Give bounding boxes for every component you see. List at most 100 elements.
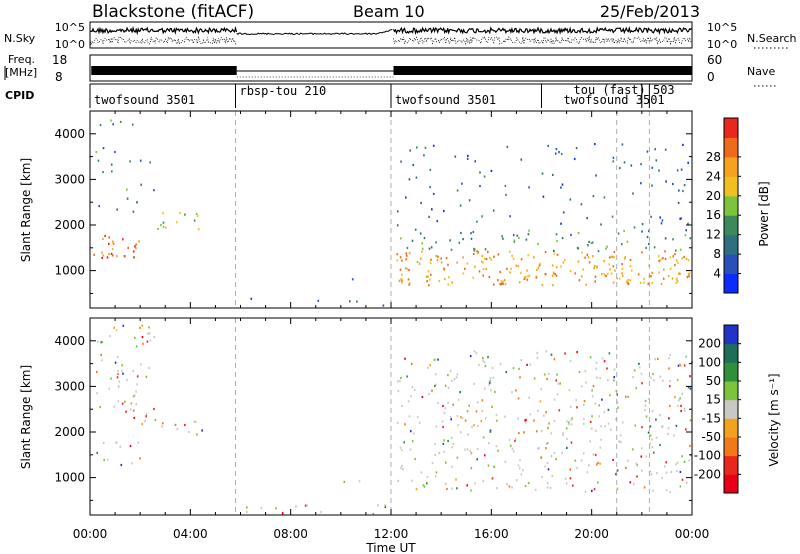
power-echo-cell — [539, 262, 541, 265]
vel-echo-cell — [653, 451, 655, 454]
freq-tick-bottom: 8 — [55, 70, 63, 84]
vel-echo-cell — [443, 439, 445, 442]
vel-echo-cell — [640, 469, 643, 472]
vel-echo-cell — [650, 376, 652, 379]
power-echo-cell — [561, 183, 564, 186]
vel-echo-cell — [615, 418, 617, 421]
vel-echo-cell — [571, 417, 573, 420]
power-echo-cell — [651, 184, 653, 187]
power-echo-cell — [430, 258, 432, 261]
vel-echo-cell — [306, 504, 308, 507]
power-echo-cell — [478, 270, 481, 273]
vel-echo-cell — [689, 375, 691, 378]
power-echo-cell — [124, 255, 126, 258]
vel-echo-cell — [621, 421, 624, 424]
power-echo-cell — [551, 274, 554, 277]
vel-echo-cell — [556, 393, 559, 396]
vel-echo-cell — [627, 395, 629, 398]
power-echo-cell — [618, 277, 621, 280]
power-echo-cell — [499, 283, 501, 286]
vel-ytick-label: 1000 — [54, 471, 85, 485]
power-echo-cell — [536, 268, 538, 271]
vel-echo-cell — [496, 419, 498, 422]
power-echo-cell — [667, 275, 670, 278]
vel-echo-cell — [596, 376, 598, 379]
power-echo-cell — [415, 176, 418, 179]
vel-echo-cell — [449, 415, 452, 419]
nsearch-tick-bottom: 10^0 — [707, 38, 737, 51]
vel-echo-cell — [570, 418, 572, 421]
vel-echo-cell — [564, 477, 567, 480]
power-echo-cell — [418, 262, 421, 265]
power-echo-cell — [116, 255, 118, 258]
vel-echo-cell — [524, 419, 526, 422]
power-echo-cell — [412, 163, 415, 166]
power-echo-cell — [127, 246, 129, 249]
vel-echo-cell — [651, 446, 654, 449]
power-echo-cell — [409, 282, 411, 285]
power-echo-cell — [561, 237, 564, 240]
power-echo-cell — [555, 148, 558, 151]
vel-echo-cell — [129, 444, 132, 448]
power-echo-cell — [664, 250, 666, 253]
vel-echo-cell — [604, 425, 606, 428]
power-echo-cell — [512, 234, 515, 237]
cpid-mode-label: twofsound 3501 — [94, 93, 195, 107]
vel-echo-cell — [598, 404, 600, 407]
power-panel: Slant Range [km] 1000 2000 3000 4000 4 8 12 16… — [19, 110, 771, 309]
vel-echo-cell — [581, 385, 583, 388]
power-echo-cell — [116, 208, 118, 211]
xtick-label: 00:00 — [73, 527, 108, 541]
power-echo-cell — [653, 246, 656, 249]
vel-echo-cell — [520, 473, 523, 476]
power-echo-cell — [428, 247, 431, 250]
vel-echo-cell — [410, 395, 412, 398]
vel-echo-cell — [174, 423, 177, 426]
vel-echo-cell — [487, 356, 489, 359]
power-echo-cell — [497, 279, 499, 282]
power-echo-cell — [646, 235, 649, 239]
power-echo-cell — [669, 256, 671, 259]
vel-echo-cell — [679, 397, 681, 400]
nave-tick-bottom: 0 — [707, 70, 715, 84]
vel-echo-cell — [145, 375, 148, 378]
power-echo-cell — [102, 237, 104, 241]
vel-echo-cell — [645, 455, 648, 458]
vel-echo-cell — [495, 413, 498, 417]
power-ylabel: Slant Range [km] — [19, 158, 33, 262]
vel-echo-cell — [453, 378, 456, 381]
power-echo-cell — [165, 226, 167, 229]
vel-echo-cell — [404, 423, 406, 426]
vel-echo-cell — [540, 388, 543, 391]
vel-echo-cell — [442, 425, 444, 429]
power-echo-cell — [459, 204, 462, 207]
power-echo-cell — [621, 263, 623, 266]
power-echo-cell — [408, 251, 411, 255]
power-echo-cell — [527, 275, 529, 278]
vel-echo-cell — [444, 482, 447, 485]
power-echo-cell — [687, 259, 690, 262]
vel-echo-cell — [456, 456, 459, 459]
power-echo-cell — [594, 275, 597, 278]
vel-echo-cell — [384, 505, 387, 509]
vel-echo-cell — [426, 482, 428, 485]
power-echo-cell — [470, 237, 473, 240]
vel-echo-cell — [512, 367, 515, 370]
vel-echo-cell — [589, 420, 592, 423]
vel-echo-cell — [100, 353, 102, 356]
vel-echo-cell — [555, 379, 557, 382]
vel-echo-cell — [130, 402, 133, 405]
xtick-label: 00:00 — [675, 527, 710, 541]
power-echo-cell — [647, 282, 649, 285]
power-echo-cell — [193, 219, 196, 222]
vel-echo-cell — [635, 387, 637, 390]
nsearch-tick-top: 10^5 — [707, 21, 737, 34]
power-echo-cell — [511, 254, 513, 257]
vel-echo-cell — [515, 389, 517, 392]
freq-label-line2: [MHz] — [5, 66, 37, 79]
power-echo-cell — [438, 279, 440, 283]
power-echo-cell — [428, 284, 430, 287]
vel-echo-cell — [487, 442, 490, 445]
nsky-trace-sky — [89, 25, 238, 36]
